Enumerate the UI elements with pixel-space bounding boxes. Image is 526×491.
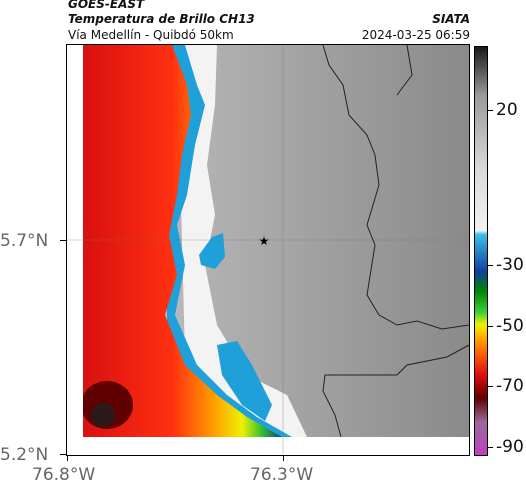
boundary-north [396,45,413,96]
cb-label-minus30: -30 [496,255,524,275]
white-band [177,45,307,437]
product-title: Temperatura de Brillo CH13 [68,12,255,26]
colorbar [474,46,488,456]
cb-label-20: 20 [496,100,518,120]
department-boundary [322,45,469,330]
cb-tick-3 [488,326,493,327]
agency-label: SIATA [432,12,470,26]
region-subtitle: Vía Medellín - Quibdó 50km [68,28,234,42]
cloud-blob-south [217,341,272,421]
datetime-label: 2024-03-25 06:59 [361,28,470,42]
no-data-strip [67,437,469,455]
cb-tick-4 [488,386,493,387]
lat-label-5-7: 5.7°N [0,231,49,251]
boundary-south [322,344,469,438]
satellite-map: ★ [66,44,470,456]
lat-label-5-2: 5.2°N [0,445,49,465]
star-icon: ★ [259,234,270,248]
cloud-mass [83,45,282,437]
no-data-strip-left [67,45,83,455]
lon-tick-1 [67,455,68,461]
lon-tick-2 [283,455,284,461]
cb-label-minus70: -70 [496,376,524,396]
cb-label-minus50: -50 [496,316,524,336]
cloud-blob [199,233,225,269]
satellite-title: GOES-EAST [68,0,145,11]
dark-core-center [91,403,115,427]
cb-label-minus90: -90 [496,437,524,457]
cb-tick-1 [488,110,493,111]
lat-tick-2 [60,454,66,455]
cb-tick-5 [488,447,493,448]
lon-label-76-3: 76.3°W [250,465,314,485]
lat-tick-1 [60,240,66,241]
lon-label-76-8: 76.8°W [32,465,96,485]
map-canvas: ★ [67,45,469,455]
cb-tick-2 [488,265,493,266]
